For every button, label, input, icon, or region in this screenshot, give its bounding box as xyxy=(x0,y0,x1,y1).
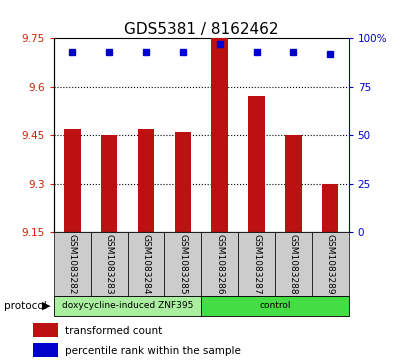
Bar xyxy=(91,232,128,296)
Bar xyxy=(175,132,191,232)
Bar xyxy=(64,129,81,232)
Bar xyxy=(238,232,275,296)
Text: protocol: protocol xyxy=(4,301,47,311)
Bar xyxy=(33,343,59,357)
Bar xyxy=(211,38,228,232)
Bar xyxy=(312,232,349,296)
Text: GSM1083286: GSM1083286 xyxy=(215,234,224,295)
Bar xyxy=(285,135,302,232)
Text: doxycycline-induced ZNF395: doxycycline-induced ZNF395 xyxy=(62,301,193,310)
Text: GSM1083284: GSM1083284 xyxy=(142,234,151,295)
Bar xyxy=(164,232,201,296)
Bar xyxy=(54,296,201,316)
Text: GSM1083285: GSM1083285 xyxy=(178,234,187,295)
Text: ▶: ▶ xyxy=(42,301,50,311)
Text: GSM1083287: GSM1083287 xyxy=(252,234,261,295)
Text: transformed count: transformed count xyxy=(65,326,162,336)
Bar xyxy=(322,184,339,232)
Bar xyxy=(201,232,238,296)
Text: control: control xyxy=(259,301,290,310)
Bar xyxy=(101,135,117,232)
Text: percentile rank within the sample: percentile rank within the sample xyxy=(65,346,241,356)
Bar xyxy=(201,296,349,316)
Bar xyxy=(248,97,265,232)
Bar xyxy=(138,129,154,232)
Text: GSM1083288: GSM1083288 xyxy=(289,234,298,295)
Text: GSM1083282: GSM1083282 xyxy=(68,234,77,295)
Bar xyxy=(33,323,59,338)
Bar xyxy=(128,232,164,296)
Text: GSM1083283: GSM1083283 xyxy=(105,234,114,295)
Text: GSM1083289: GSM1083289 xyxy=(326,234,334,295)
Title: GDS5381 / 8162462: GDS5381 / 8162462 xyxy=(124,22,278,37)
Bar xyxy=(275,232,312,296)
Bar xyxy=(54,232,91,296)
